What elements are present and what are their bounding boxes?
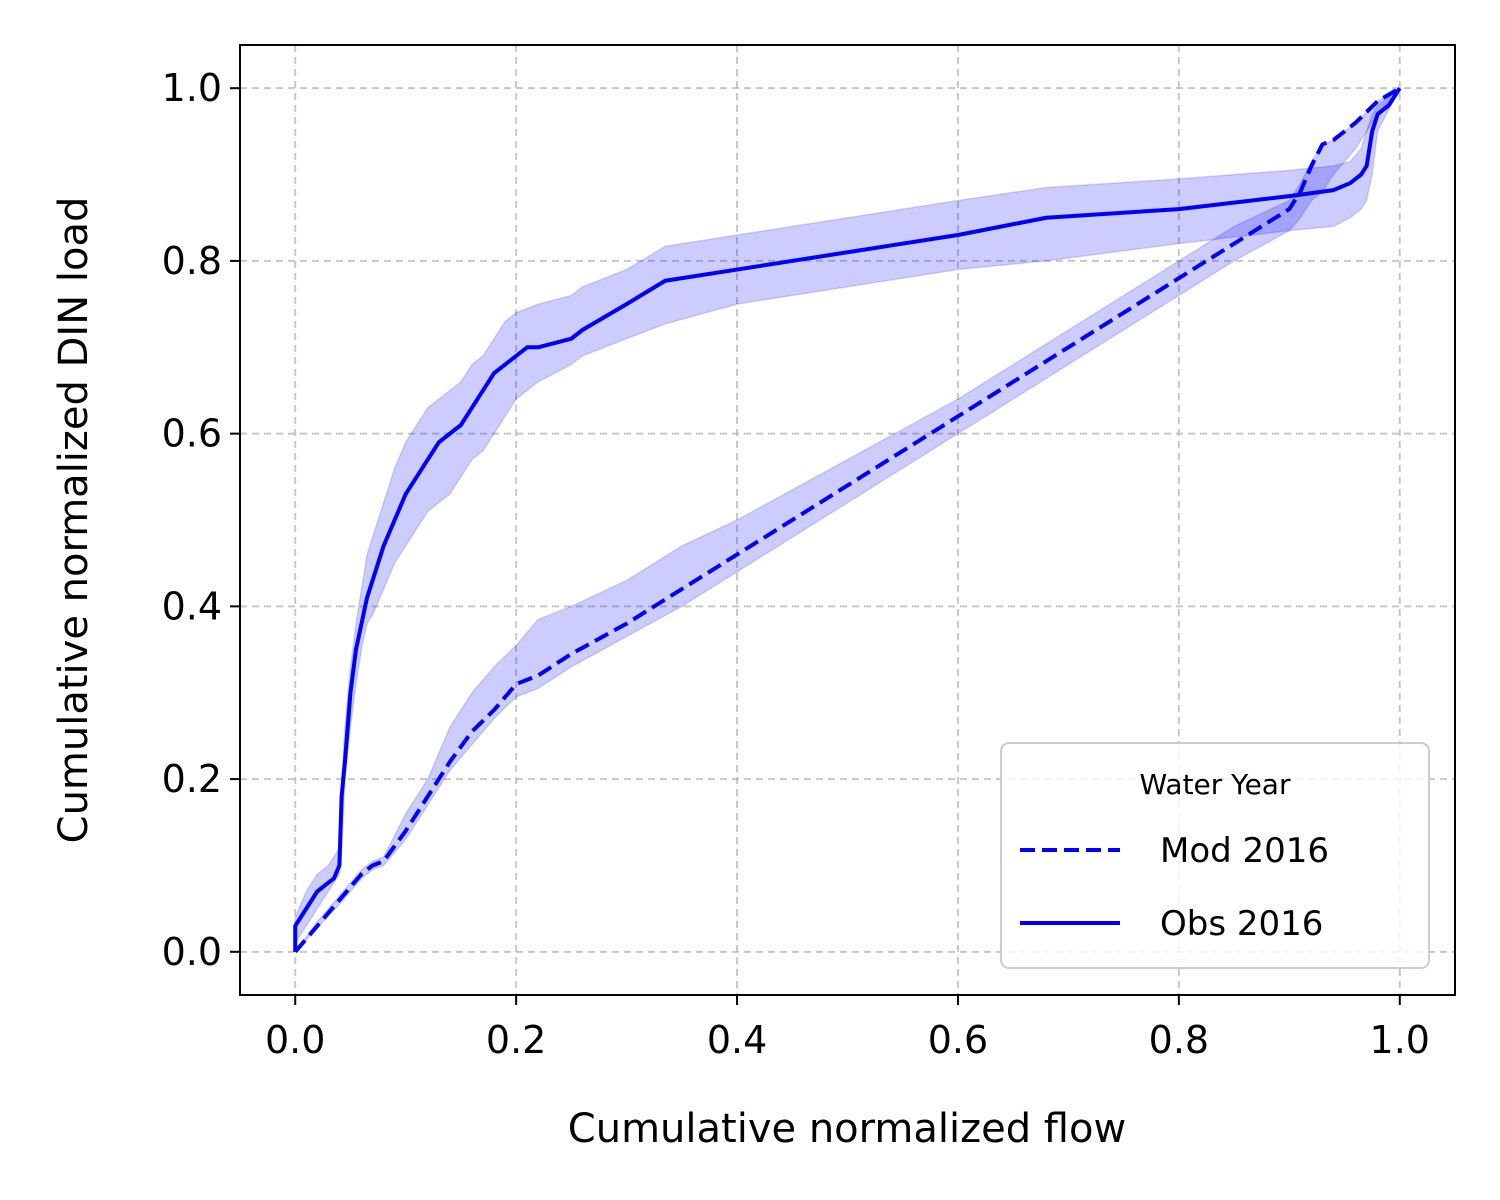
y-axis-label: Cumulative normalized DIN load [51,197,97,844]
y-axis-ticks: 0.0 0.2 0.4 0.6 0.8 1.0 [162,66,240,974]
x-tick-label: 0.4 [707,1018,767,1062]
y-tick-label: 0.2 [162,757,222,801]
x-axis-label: Cumulative normalized flow [568,1106,1126,1152]
y-tick-label: 0.4 [162,584,222,628]
x-tick-label: 0.0 [265,1018,325,1062]
y-tick-label: 0.8 [162,239,222,283]
y-tick-label: 0.6 [162,412,222,456]
legend: Water Year Mod 2016 Obs 2016 [1000,742,1430,969]
legend-label-mod-2016: Mod 2016 [1160,831,1329,871]
plot-frame [239,44,1456,996]
x-tick-label: 0.2 [486,1018,546,1062]
x-tick-label: 0.6 [928,1018,988,1062]
line-mod-2016 [293,86,1401,954]
line-obs-2016 [293,87,1402,952]
legend-box [1000,742,1430,969]
y-tick-label: 1.0 [162,66,222,110]
legend-label-obs-2016: Obs 2016 [1160,904,1323,944]
legend-title: Water Year [1140,768,1291,801]
x-axis-ticks: 0.0 0.2 0.4 0.6 0.8 1.0 [265,995,1430,1062]
x-tick-label: 0.8 [1149,1018,1209,1062]
x-tick-label: 1.0 [1370,1018,1430,1062]
series-lines [293,86,1402,954]
y-tick-label: 0.0 [162,930,222,974]
